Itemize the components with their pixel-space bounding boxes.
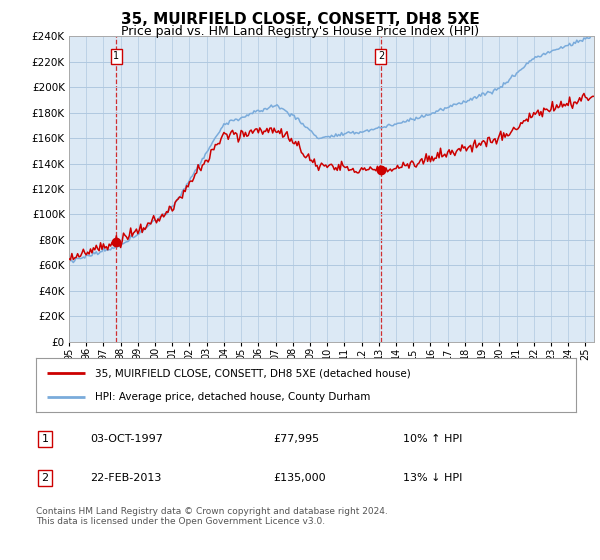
Text: 2: 2: [41, 473, 49, 483]
Text: Price paid vs. HM Land Registry's House Price Index (HPI): Price paid vs. HM Land Registry's House …: [121, 25, 479, 38]
Text: £135,000: £135,000: [274, 473, 326, 483]
Text: 03-OCT-1997: 03-OCT-1997: [90, 434, 163, 444]
Text: 35, MUIRFIELD CLOSE, CONSETT, DH8 5XE (detached house): 35, MUIRFIELD CLOSE, CONSETT, DH8 5XE (d…: [95, 368, 411, 379]
Text: 10% ↑ HPI: 10% ↑ HPI: [403, 434, 463, 444]
Text: 35, MUIRFIELD CLOSE, CONSETT, DH8 5XE: 35, MUIRFIELD CLOSE, CONSETT, DH8 5XE: [121, 12, 479, 27]
Text: HPI: Average price, detached house, County Durham: HPI: Average price, detached house, Coun…: [95, 391, 371, 402]
Text: 13% ↓ HPI: 13% ↓ HPI: [403, 473, 463, 483]
Text: 1: 1: [41, 434, 49, 444]
Text: £77,995: £77,995: [274, 434, 320, 444]
Text: 22-FEB-2013: 22-FEB-2013: [90, 473, 161, 483]
Text: Contains HM Land Registry data © Crown copyright and database right 2024.
This d: Contains HM Land Registry data © Crown c…: [36, 507, 388, 526]
Text: 1: 1: [113, 51, 119, 61]
Text: 2: 2: [378, 51, 384, 61]
